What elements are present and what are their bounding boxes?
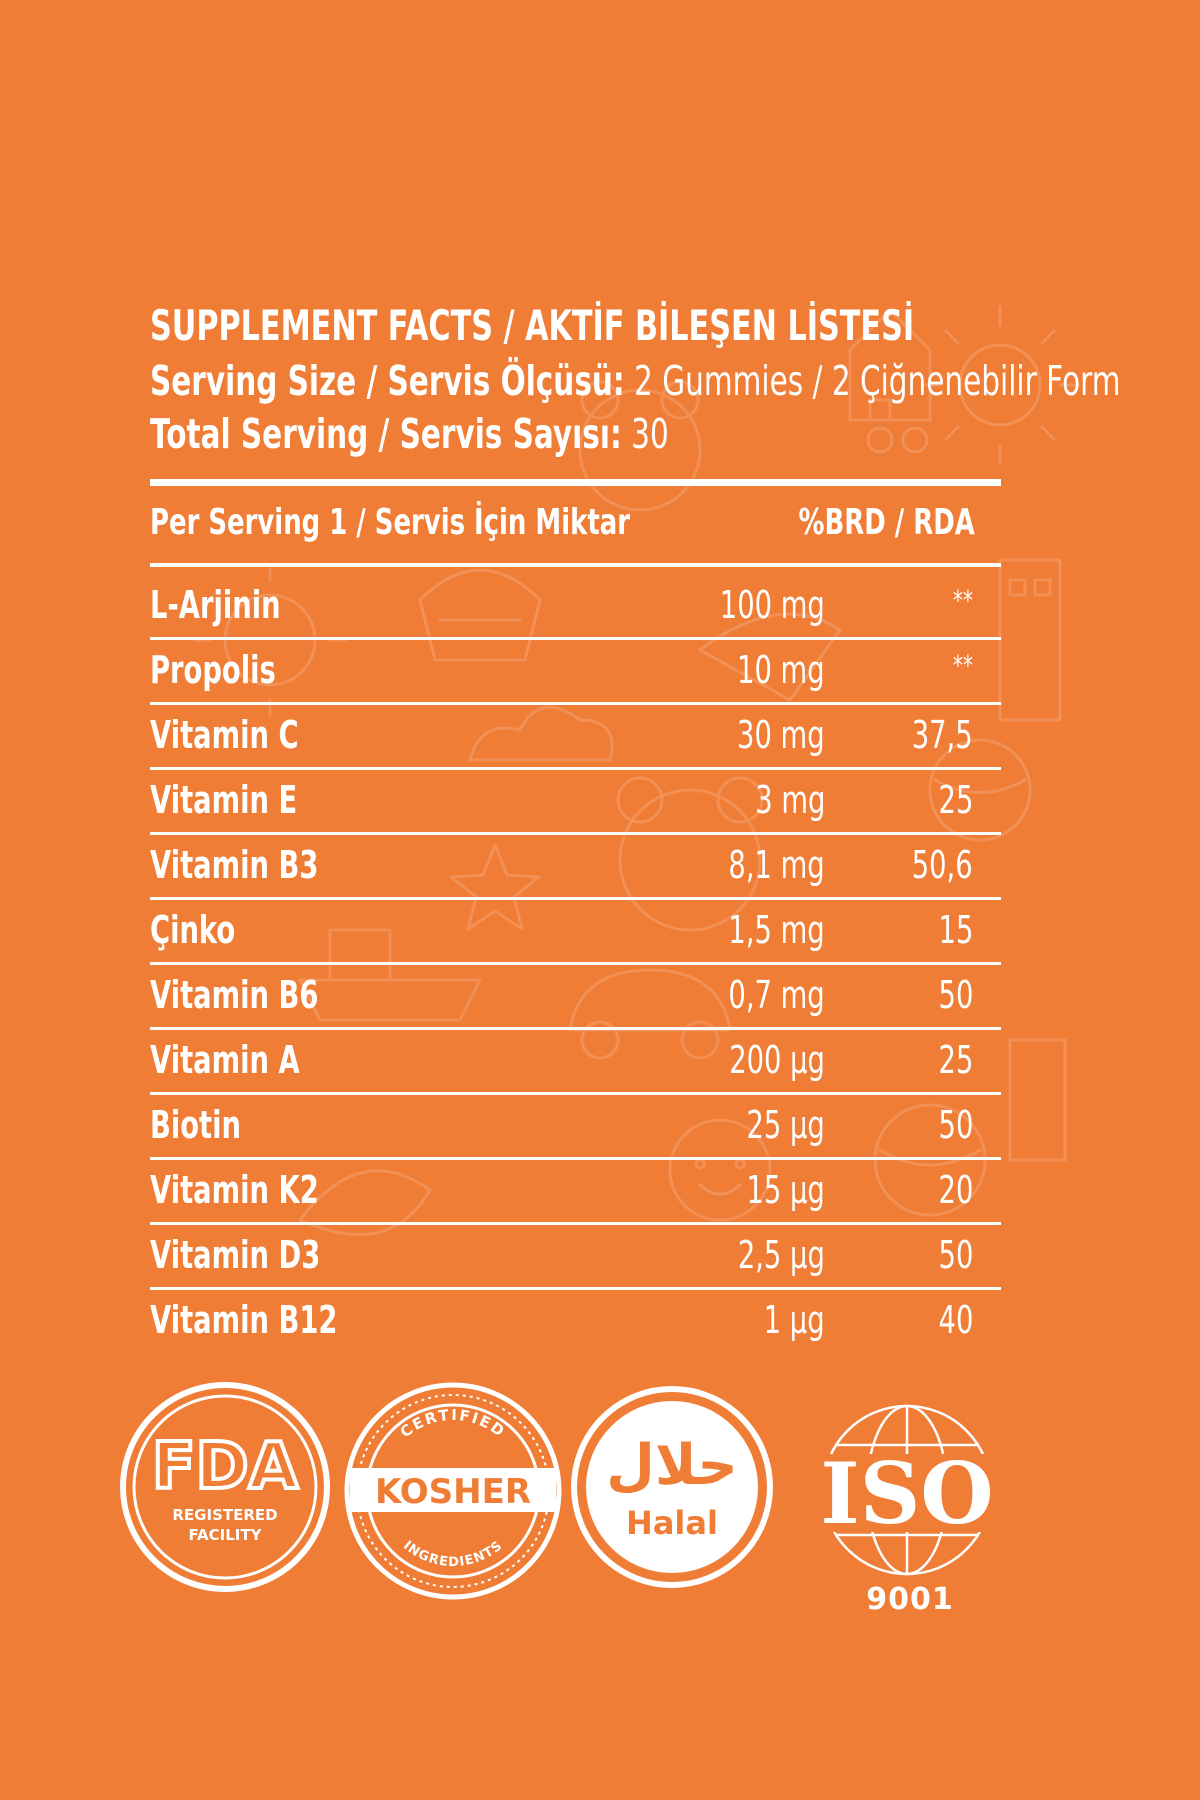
nutrient-name: Propolis: [150, 648, 276, 692]
nutrient-name: L-Arjinin: [150, 583, 281, 627]
iso-number: 9001: [866, 1582, 954, 1617]
fda-line2: FACILITY: [189, 1526, 263, 1544]
row-divider: [150, 1157, 1001, 1160]
nutrient-rda: 40: [938, 1298, 973, 1342]
nutrient-name: Vitamin B6: [150, 973, 319, 1017]
column-header-rda: %BRD / RDA: [798, 502, 975, 543]
serving-size-line: Serving Size / Servis Ölçüsü: 2 Gummies …: [150, 357, 1200, 405]
fda-registered-badge: FDA REGISTERED FACILITY: [120, 1382, 330, 1592]
nutrient-name: Vitamin C: [150, 713, 299, 757]
nutrient-name: Vitamin B3: [150, 843, 319, 887]
nutrient-amount: 2,5 µg: [738, 1233, 825, 1277]
nutrient-rda: **: [952, 584, 973, 617]
nutrient-amount: 1 µg: [764, 1298, 825, 1342]
nutrient-rda: 37,5: [912, 713, 973, 757]
nutrient-row: L-Arjinin 100 mg **: [0, 575, 1200, 640]
nutrient-row: Vitamin E 3 mg 25: [0, 770, 1200, 835]
nutrient-rda: 20: [938, 1168, 973, 1212]
kosher-bottom-text: INGREDIENTS: [400, 1538, 505, 1570]
kosher-certified-badge: CERTIFIED KOSHER INGREDIENTS: [344, 1382, 562, 1600]
row-divider: [150, 702, 1001, 705]
iso-logo-text: ISO: [820, 1444, 993, 1543]
row-divider: [150, 1092, 1001, 1095]
nutrient-row: Biotin 25 µg 50: [0, 1095, 1200, 1160]
total-serving-value: 30: [631, 410, 669, 458]
row-divider: [150, 897, 1001, 900]
nutrient-name: Vitamin K2: [150, 1168, 319, 1212]
label-title: SUPPLEMENT FACTS / AKTİF BİLEŞEN LİSTESİ: [150, 301, 915, 350]
nutrient-name: Çinko: [150, 908, 236, 952]
nutrient-amount: 200 µg: [729, 1038, 825, 1082]
nutrient-amount: 25 µg: [746, 1103, 825, 1147]
halal-label: Halal: [626, 1504, 718, 1542]
nutrient-row: Vitamin B12 1 µg 40: [0, 1290, 1200, 1355]
row-divider: [150, 1287, 1001, 1290]
row-divider: [150, 637, 1001, 640]
nutrient-name: Vitamin D3: [150, 1233, 321, 1277]
nutrient-rda: 25: [938, 778, 973, 822]
fda-line1: REGISTERED: [172, 1506, 277, 1524]
nutrient-name: Biotin: [150, 1103, 241, 1147]
nutrient-amount: 3 mg: [754, 778, 825, 822]
row-divider: [150, 1027, 1001, 1030]
nutrient-amount: 10 mg: [737, 648, 825, 692]
nutrient-rda: 50: [938, 973, 973, 1017]
nutrient-amount: 30 mg: [737, 713, 825, 757]
nutrient-amount: 0,7 mg: [728, 973, 825, 1017]
nutrient-amount: 8,1 mg: [728, 843, 825, 887]
nutrient-amount: 15 µg: [746, 1168, 825, 1212]
certification-badges: FDA REGISTERED FACILITY CERTIFIED KOSHER…: [0, 1370, 1200, 1630]
row-divider: [150, 767, 1001, 770]
nutrient-name: Vitamin A: [150, 1038, 300, 1082]
serving-size-label: Serving Size / Servis Ölçüsü:: [150, 357, 625, 405]
nutrient-row: Vitamin D3 2,5 µg 50: [0, 1225, 1200, 1290]
nutrient-row: Vitamin C 30 mg 37,5: [0, 705, 1200, 770]
row-divider: [150, 1222, 1001, 1225]
nutrient-rda: 25: [938, 1038, 973, 1082]
nutrient-amount: 100 mg: [720, 583, 825, 627]
nutrient-rda: 15: [938, 908, 973, 952]
total-serving-label: Total Serving / Servis Sayısı:: [150, 410, 622, 458]
iso-badge: ISO: [795, 1404, 1020, 1576]
svg-text:CERTIFIED: CERTIFIED: [397, 1406, 510, 1442]
nutrient-row: Vitamin K2 15 µg 20: [0, 1160, 1200, 1225]
nutrient-rda: **: [952, 649, 973, 682]
kosher-top-text: CERTIFIED: [397, 1406, 508, 1442]
row-divider: [150, 832, 1001, 835]
fda-logo-text: FDA: [152, 1430, 299, 1504]
row-divider: [150, 962, 1001, 965]
divider-header: [150, 563, 1001, 567]
nutrient-name: Vitamin B12: [150, 1298, 338, 1342]
nutrient-row: Propolis 10 mg **: [0, 640, 1200, 705]
halal-arabic-text: حلال: [606, 1433, 737, 1498]
divider-top: [150, 479, 1001, 486]
nutrient-row: Çinko 1,5 mg 15: [0, 900, 1200, 965]
total-serving-line: Total Serving / Servis Sayısı: 30: [150, 410, 870, 458]
nutrient-row: Vitamin B3 8,1 mg 50,6: [0, 835, 1200, 900]
kosher-main-text: KOSHER: [375, 1472, 531, 1512]
svg-text:INGREDIENTS: INGREDIENTS: [400, 1538, 506, 1570]
column-header-per-serving: Per Serving 1 / Servis İçin Miktar: [150, 502, 630, 543]
nutrient-rda: 50: [938, 1233, 973, 1277]
nutrient-row: Vitamin B6 0,7 mg 50: [0, 965, 1200, 1030]
serving-size-value: 2 Gummies / 2 Çiğnenebilir Form: [634, 357, 1121, 405]
nutrient-amount: 1,5 mg: [728, 908, 825, 952]
nutrient-rda: 50: [938, 1103, 973, 1147]
halal-badge: حلال Halal: [571, 1386, 773, 1588]
nutrient-row: Vitamin A 200 µg 25: [0, 1030, 1200, 1095]
nutrient-rda: 50,6: [912, 843, 973, 887]
nutrient-name: Vitamin E: [150, 778, 298, 822]
nutrient-table: L-Arjinin 100 mg ** Propolis 10 mg ** Vitamin …: [0, 575, 1200, 1355]
